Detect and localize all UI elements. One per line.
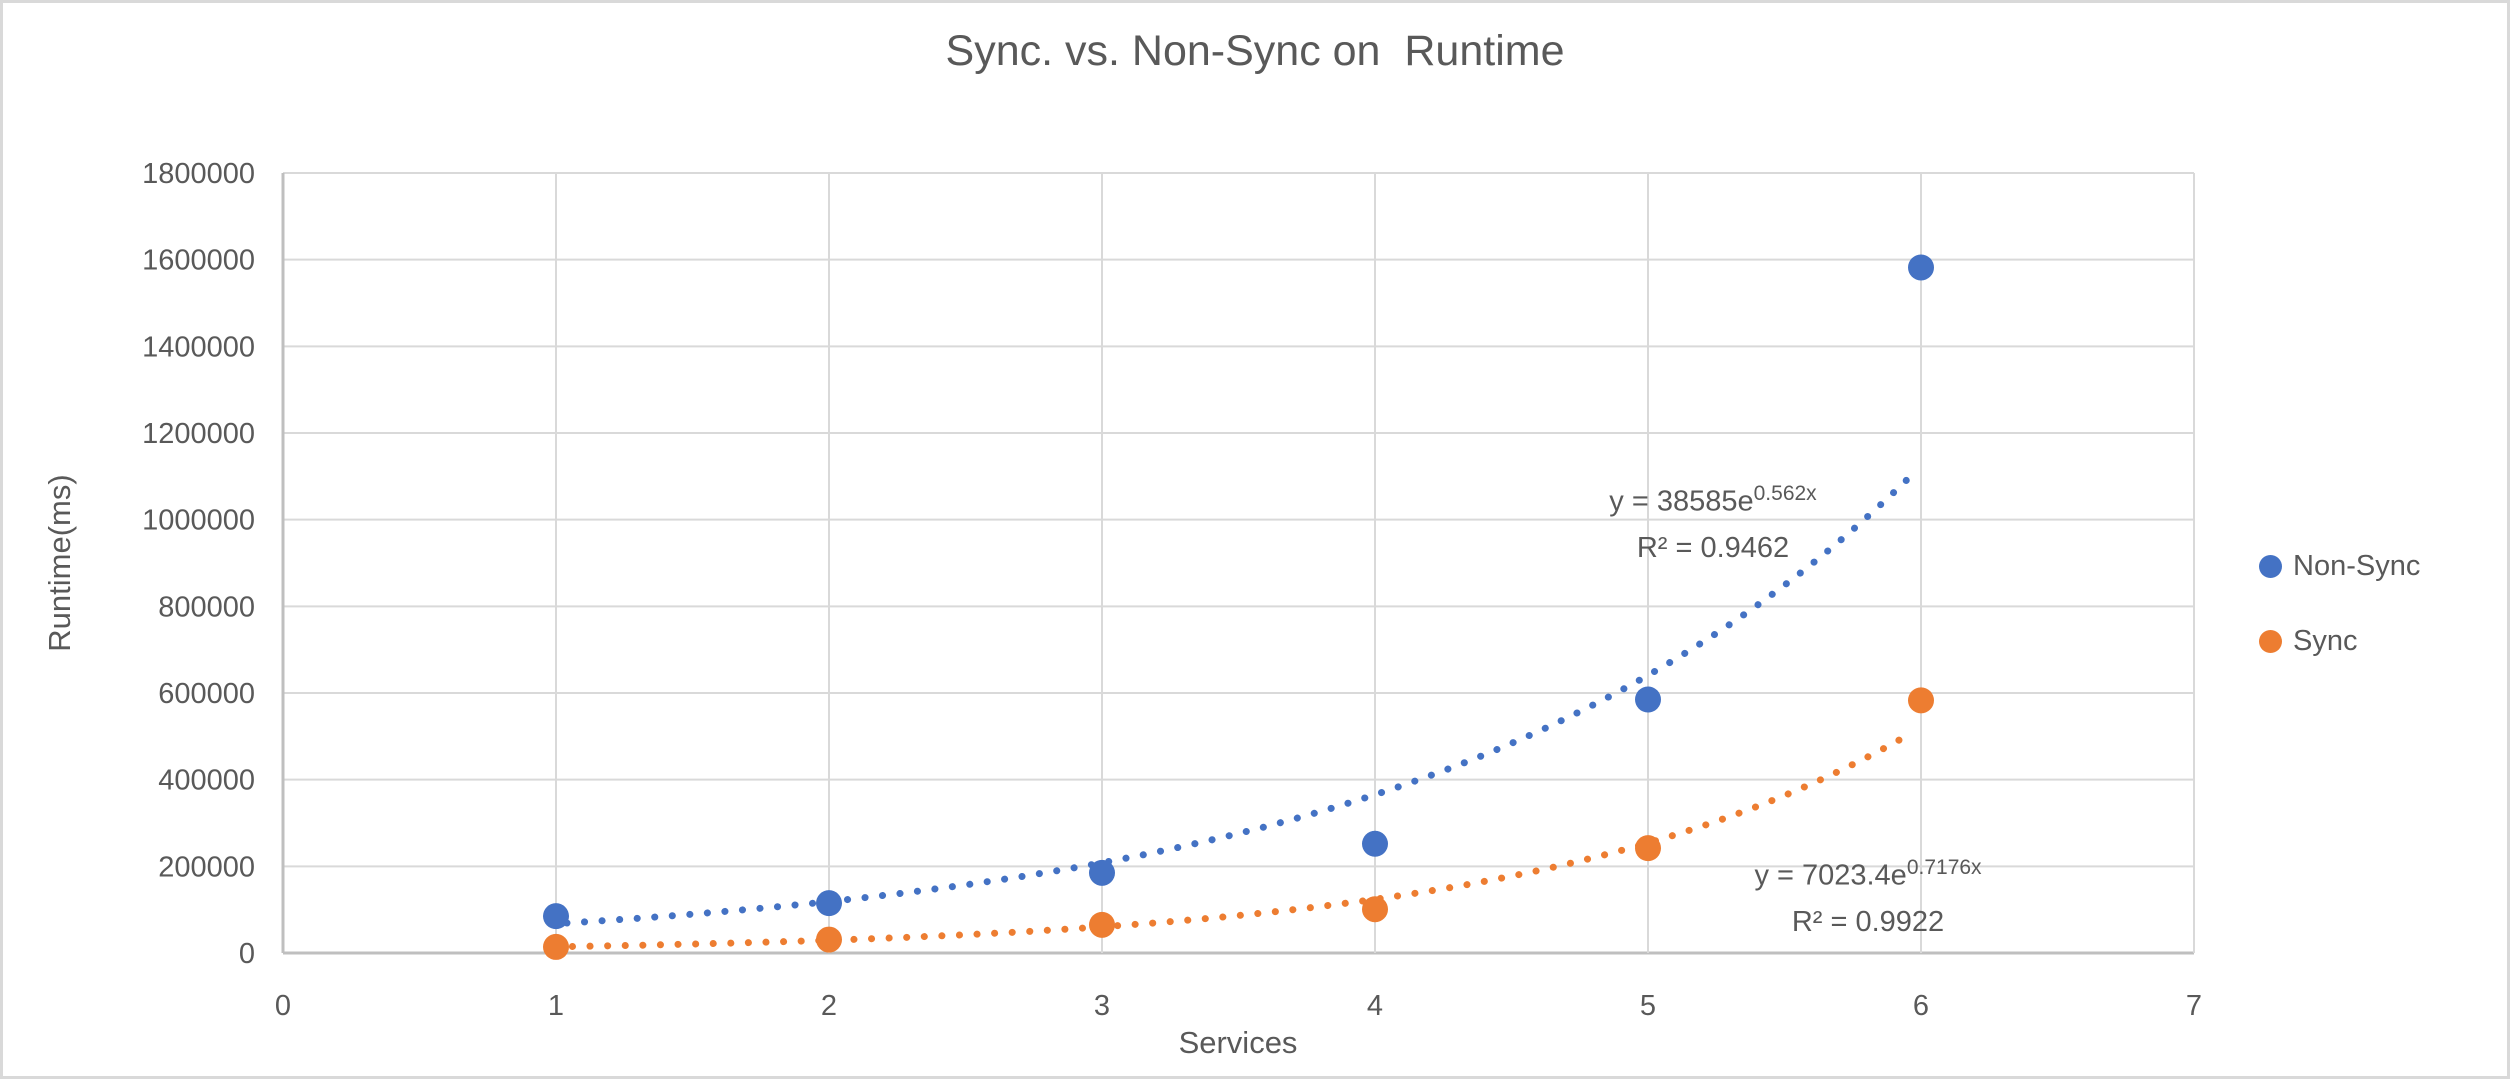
y-tick-label: 800000: [158, 591, 255, 623]
y-tick-label: 1600000: [142, 245, 255, 277]
legend-item-non-sync: Non-Sync: [2259, 549, 2421, 582]
data-point-sync: [1362, 896, 1388, 923]
y-tick-label: 1000000: [142, 505, 255, 537]
trendline-non-sync: [563, 473, 1914, 927]
x-tick-label: 7: [2186, 990, 2202, 1022]
equation-exponent: 0.7176x: [1906, 856, 1982, 879]
y-tick-label: 600000: [158, 678, 255, 710]
x-tick-label: 0: [275, 990, 291, 1022]
x-tick-label: 5: [1640, 990, 1656, 1022]
trendline-equation-non-sync: y = 38585e0.562x: [1513, 471, 1913, 525]
legend-marker-sync-icon: [2259, 629, 2282, 653]
y-tick-label: 0: [239, 938, 255, 970]
x-tick-label: 6: [1913, 990, 1929, 1022]
y-tick-label: 1200000: [142, 418, 255, 450]
legend-marker-non-sync-icon: [2259, 554, 2282, 578]
plot-area: 0 200000 400000 600000 800000 1000000 1200000 1…: [142, 158, 2202, 1022]
data-point-non-sync: [1362, 830, 1388, 857]
y-axis-title: Runtime(ms): [42, 474, 77, 652]
x-tick-label: 3: [1094, 990, 1110, 1022]
x-axis-title: Services: [1178, 1025, 1298, 1060]
trendline-equation-sync: y = 7023.4e0.7176x: [1668, 845, 2068, 899]
data-point-non-sync: [1908, 254, 1934, 281]
x-tick-label: 2: [821, 990, 837, 1022]
legend-label-non-sync: Non-Sync: [2293, 549, 2421, 582]
trendline-label-non-sync: y = 38585e0.562x R² = 0.9462: [1513, 471, 1913, 571]
y-tick-label: 400000: [158, 765, 255, 797]
y-tick-label: 1400000: [142, 331, 255, 363]
data-point-non-sync: [1635, 686, 1661, 713]
legend: Non-Sync Sync: [2259, 549, 2421, 657]
trendline-r2-non-sync: R² = 0.9462: [1636, 531, 1790, 564]
data-point-sync: [1635, 835, 1661, 862]
x-tick-label: 4: [1367, 990, 1383, 1022]
data-point-sync: [816, 926, 842, 953]
trendline-label-sync: y = 7023.4e0.7176x R² = 0.9922: [1668, 845, 2068, 945]
data-point-non-sync: [543, 903, 569, 930]
y-tick-label: 200000: [158, 851, 255, 883]
equation-base: y = 7023.4e: [1754, 859, 1907, 892]
trendline-sync: [568, 730, 1914, 950]
data-point-sync: [1089, 911, 1115, 938]
legend-item-sync: Sync: [2259, 624, 2420, 657]
data-point-sync: [543, 933, 569, 960]
equation-base: y = 38585e: [1609, 485, 1754, 518]
data-point-non-sync: [816, 890, 842, 917]
trendline-r2-sync: R² = 0.9922: [1791, 905, 1945, 938]
x-tick-label: 1: [548, 990, 564, 1022]
legend-label-sync: Sync: [2293, 624, 2358, 657]
y-tick-label: 1800000: [142, 158, 255, 190]
data-point-non-sync: [1089, 859, 1115, 886]
chart-title: Sync. vs. Non-Sync on Runtime: [945, 27, 1565, 75]
data-point-sync: [1908, 687, 1934, 714]
equation-exponent: 0.562x: [1753, 482, 1817, 505]
